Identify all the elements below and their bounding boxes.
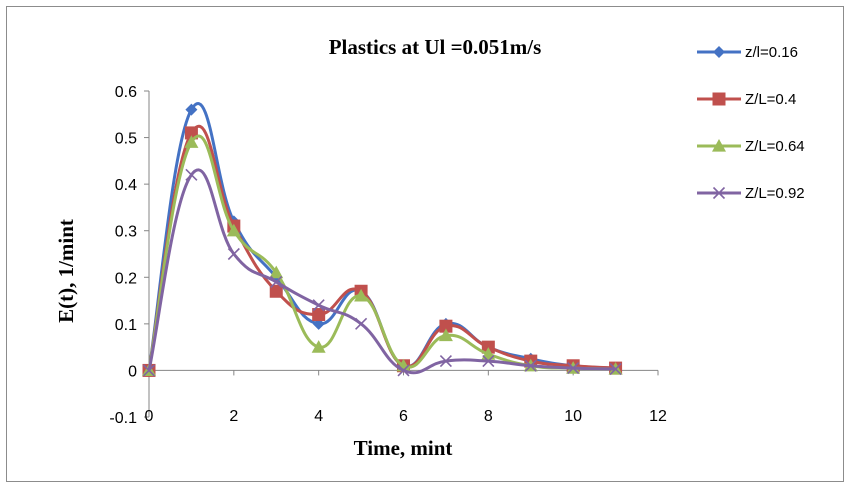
data-point: [269, 284, 283, 298]
legend-marker: [712, 139, 726, 152]
data-point: [567, 362, 580, 375]
x-axis-label: Time, mint: [354, 436, 453, 460]
chart-frame: Plastics at Ul =0.051m/s E(t), 1/mint Ti…: [6, 6, 844, 482]
x-tick-label: 12: [649, 408, 667, 425]
x-tick-label: 6: [399, 408, 408, 425]
y-tick-label: 0.1: [115, 317, 137, 334]
data-point: [439, 319, 453, 333]
y-tick-label: -0.1: [109, 410, 137, 427]
y-tick-label: 0.4: [115, 177, 137, 194]
y-tick-label: 0.2: [115, 270, 137, 287]
data-point: [226, 223, 241, 237]
y-tick-label: 0.3: [115, 224, 137, 241]
chart-title: Plastics at Ul =0.051m/s: [329, 35, 542, 59]
y-tick-label: 0: [128, 363, 137, 380]
x-tick-label: 0: [145, 408, 154, 425]
series-layer: [142, 102, 623, 377]
legend-marker: [712, 92, 726, 106]
series-0: [143, 102, 622, 377]
data-point: [142, 364, 156, 377]
data-point: [355, 317, 368, 330]
data-point: [438, 328, 453, 342]
series-3: [142, 168, 622, 377]
data-point: [482, 355, 495, 368]
series-1: [142, 124, 623, 377]
data-point: [270, 275, 283, 289]
legend-label: Z/L=0.4: [745, 91, 796, 108]
series-line: [147, 168, 616, 375]
data-point: [397, 364, 410, 377]
legend-item: Z/L=0.92: [697, 185, 805, 202]
x-tick-label: 8: [484, 408, 493, 425]
y-tick-label: 0.5: [115, 131, 137, 148]
series-line: [147, 102, 616, 371]
legend-label: Z/L=0.64: [745, 138, 805, 155]
legend: z/l=0.16 Z/L=0.4 Z/L=0.64 Z/L=0.92: [697, 44, 805, 202]
legend-marker: [713, 46, 725, 58]
data-point: [269, 265, 284, 279]
data-point: [312, 299, 325, 312]
series-2: [142, 134, 623, 377]
legend-item: Z/L=0.4: [697, 91, 796, 108]
x-tick-label: 10: [564, 408, 582, 425]
legend-label: Z/L=0.92: [745, 185, 805, 202]
data-point: [227, 247, 240, 261]
chart-svg: Plastics at Ul =0.051m/s E(t), 1/mint Ti…: [54, 35, 805, 460]
data-point: [312, 308, 326, 322]
x-tick-label: 2: [229, 408, 238, 425]
data-point: [609, 362, 622, 376]
legend-item: Z/L=0.64: [697, 138, 805, 155]
legend-marker: [712, 186, 726, 200]
data-point: [524, 359, 537, 372]
legend-label: z/l=0.16: [745, 44, 798, 61]
data-point: [185, 103, 198, 116]
legend-item: z/l=0.16: [697, 44, 798, 61]
data-point: [185, 168, 198, 181]
y-axis-label: E(t), 1/mint: [54, 219, 78, 323]
x-tick-label: 4: [314, 408, 323, 425]
data-point: [439, 355, 452, 368]
data-point: [184, 135, 199, 148]
y-tick-label: 0.6: [115, 84, 137, 101]
data-point: [354, 288, 369, 302]
data-point: [311, 340, 326, 353]
